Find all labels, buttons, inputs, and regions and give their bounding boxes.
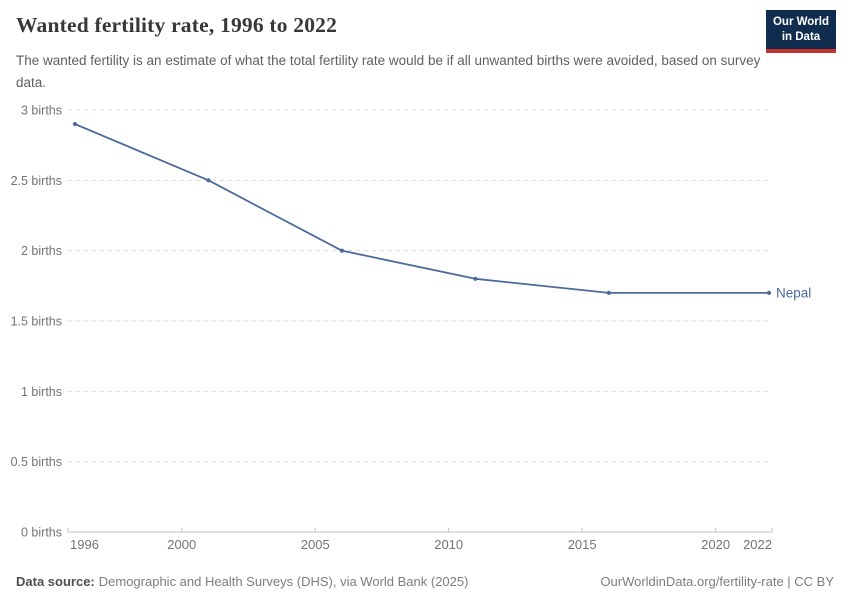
owid-logo-line1: Our World bbox=[772, 16, 829, 28]
nepal-series-line[interactable] bbox=[74, 123, 769, 294]
y-axis-tick-label: 2.5 births bbox=[11, 174, 62, 188]
x-axis-tick-label: 2005 bbox=[301, 537, 330, 552]
y-axis-tick-label: 3 births bbox=[21, 104, 62, 118]
data-source-note: Data source: Demographic and Health Surve… bbox=[16, 574, 468, 589]
citation-license: OurWorldinData.org/fertility-rate | CC B… bbox=[600, 574, 834, 589]
x-axis-tick-label: 1996 bbox=[70, 537, 99, 552]
y-axis-tick-label: 1 births bbox=[21, 385, 62, 399]
data-point-marker[interactable] bbox=[606, 290, 611, 295]
owid-logo-line2: in Data bbox=[781, 30, 821, 43]
series-entity-label[interactable]: Nepal bbox=[776, 285, 811, 300]
x-axis-tick-label: 2022 bbox=[743, 537, 772, 552]
y-axis-tick-label: 0.5 births bbox=[11, 455, 62, 469]
owid-logo-text: Our World in Data bbox=[766, 10, 836, 49]
x-axis-tick-label: 2000 bbox=[167, 537, 196, 552]
y-axis-tick-label: 0 births bbox=[21, 526, 62, 540]
data-source-label: Data source: bbox=[16, 574, 95, 589]
x-axis-tick-label: 2010 bbox=[434, 537, 463, 552]
chart-title: Wanted fertility rate, 1996 to 2022 bbox=[16, 13, 338, 37]
x-axis-tick-label: 2015 bbox=[568, 537, 597, 552]
y-axis-tick-label: 2 births bbox=[21, 244, 62, 258]
chart-subtitle: The wanted fertility is an estimate of w… bbox=[16, 53, 761, 90]
data-point-marker[interactable] bbox=[206, 178, 211, 183]
x-axis-tick-label: 2020 bbox=[701, 537, 730, 552]
owid-logo[interactable]: Our World in Data bbox=[766, 10, 836, 53]
data-point-marker[interactable] bbox=[473, 276, 478, 281]
data-point-marker[interactable] bbox=[766, 290, 772, 295]
x-axis-line bbox=[67, 528, 773, 533]
y-axis-tick-label: 1.5 births bbox=[11, 315, 62, 329]
owid-logo-red-bar bbox=[766, 48, 836, 53]
data-source-text: Demographic and Health Surveys (DHS), vi… bbox=[98, 574, 469, 589]
chart-footer: Data source: Demographic and Health Surve… bbox=[16, 574, 834, 589]
data-point-marker[interactable] bbox=[339, 248, 345, 253]
data-point-marker[interactable] bbox=[72, 121, 78, 127]
